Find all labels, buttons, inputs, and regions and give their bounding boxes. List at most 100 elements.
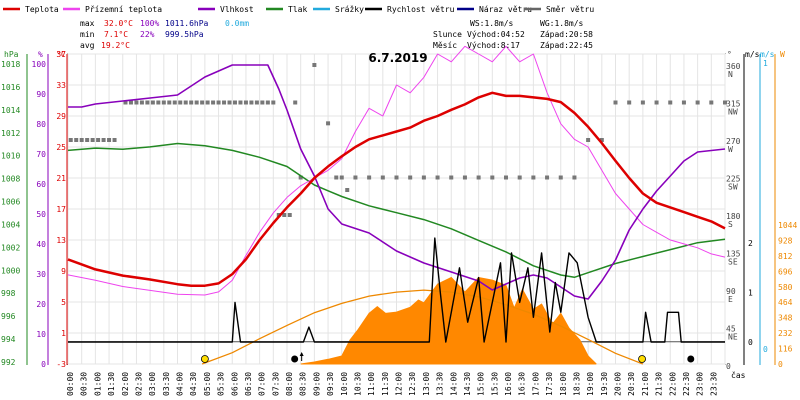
theoretical-radiation-line	[201, 289, 644, 365]
wind-direction-point	[282, 213, 287, 217]
temp-tick-label: 9	[61, 267, 66, 276]
wind-direction-point	[709, 100, 714, 105]
w-tick-label: 1044	[778, 221, 797, 230]
wind-direction-point	[183, 100, 188, 105]
hpa-tick-label: 1018	[1, 60, 20, 69]
wind-direction-point	[150, 100, 155, 105]
pct-tick-label: 60	[36, 180, 46, 189]
stats-max-hum: 100%	[140, 19, 159, 28]
time-tick-label: 17:30	[545, 372, 554, 396]
wind-direction-point	[101, 138, 106, 142]
hpa-tick-label: 992	[1, 358, 16, 367]
time-tick-label: 07:30	[271, 372, 280, 396]
wind-direction-point	[421, 175, 426, 180]
stats-max-rain: 0.0mm	[225, 19, 249, 28]
dir-tick-label: 360	[726, 62, 741, 71]
time-tick-label: 06:00	[230, 372, 239, 396]
time-tick-label: 01:30	[107, 372, 116, 396]
stats-avg-temp: 19.2°C	[101, 41, 130, 50]
time-tick-label: 14:30	[463, 372, 472, 396]
stats-min-press: 999.5hPa	[165, 30, 204, 39]
wind-direction-point	[205, 100, 210, 105]
dir-tick-label: 180	[726, 212, 741, 221]
wind-direction-point	[249, 100, 254, 105]
chart-title: 6.7.2019	[368, 51, 427, 65]
time-tick-label: 00:00	[66, 372, 75, 396]
temp-tick-label: 17	[56, 205, 66, 214]
time-tick-label: 13:30	[436, 372, 445, 396]
wind-direction-point	[668, 100, 673, 105]
wind-direction-point	[326, 121, 331, 126]
time-tick-label: 11:30	[381, 372, 390, 396]
time-tick-label: 22:00	[668, 372, 677, 396]
pct-tick-label: 50	[36, 210, 46, 219]
wind-direction-point	[211, 100, 216, 105]
wind-direction-point	[476, 175, 481, 180]
w-tick-label: 348	[778, 314, 793, 323]
time-tick-label: 02:30	[134, 372, 143, 396]
wind-direction-point	[145, 100, 150, 105]
ground-temperature-line	[67, 45, 726, 296]
time-tick-label: 02:00	[121, 372, 130, 396]
w-tick-label: 812	[778, 252, 793, 261]
sunset-marker	[638, 355, 646, 363]
info-moonrise: Východ:8:17	[467, 41, 520, 50]
wind-direction-point	[172, 100, 177, 105]
wind-direction-point	[216, 100, 221, 105]
time-tick-label: 15:00	[477, 372, 486, 396]
pct-unit: %	[38, 50, 43, 59]
pct-tick-label: 80	[36, 120, 46, 129]
wind-direction-point	[345, 188, 350, 192]
legend-label: Směr větru	[546, 5, 594, 14]
dir-tick-name: SE	[728, 258, 738, 267]
wind-direction-point	[681, 100, 686, 105]
time-tick-label: 03:30	[162, 372, 171, 396]
axes: hPa% °C1018101610141012101010081006100410…	[1, 50, 797, 396]
legend-label: Tlak	[288, 5, 307, 14]
dir-tick-label: 225	[726, 175, 741, 184]
info-sun-label: Slunce	[433, 30, 462, 39]
wind-direction-point	[695, 100, 700, 105]
time-tick-label: 09:30	[326, 372, 335, 396]
wind-direction-point	[85, 138, 90, 142]
wind-direction-point	[367, 175, 372, 180]
legend-label: Rychlost větru	[387, 5, 455, 14]
ms-tick-label: 0	[748, 338, 753, 347]
wind-direction-point	[504, 175, 508, 180]
wind-direction-point	[156, 100, 161, 105]
time-tick-label: 19:00	[586, 372, 595, 396]
time-tick-label: 03:00	[148, 372, 157, 396]
temp-tick-label: 37	[56, 50, 66, 59]
time-tick-label: 14:00	[449, 372, 458, 396]
pct-tick-label: 70	[36, 150, 46, 159]
time-tick-label: 07:00	[258, 372, 267, 396]
wind-direction-point	[287, 213, 292, 217]
time-tick-label: 21:00	[641, 372, 650, 396]
info-wg: WG:1.8m/s	[540, 19, 584, 28]
info-moonset: Západ:22:45	[540, 41, 593, 50]
dir-tick-label: 270	[726, 137, 741, 146]
time-tick-label: 17:00	[531, 372, 540, 396]
temp-tick-label: 1	[61, 329, 66, 338]
hpa-tick-label: 1010	[1, 152, 20, 161]
stats-min-temp: 7.1°C	[104, 30, 128, 39]
legend-label: Náraz větru	[479, 5, 532, 14]
wind-direction-point	[74, 138, 79, 142]
ms-unit-black: m/s	[745, 50, 760, 59]
hpa-tick-label: 1002	[1, 243, 20, 252]
hpa-tick-label: 994	[1, 335, 16, 344]
wind-direction-point	[107, 138, 112, 142]
pct-tick-label: 0	[41, 360, 46, 369]
w-unit: W	[780, 50, 785, 59]
hpa-unit: hPa	[4, 50, 19, 59]
wind-direction-point	[134, 100, 139, 105]
wind-direction-point	[558, 175, 563, 180]
wind-direction-point	[90, 138, 95, 142]
wind-direction-point	[490, 175, 495, 180]
time-tick-label: 12:00	[395, 372, 404, 396]
wind-direction-point	[408, 175, 413, 180]
wind-direction-point	[139, 100, 144, 105]
temp-tick-label: 5	[61, 298, 66, 307]
